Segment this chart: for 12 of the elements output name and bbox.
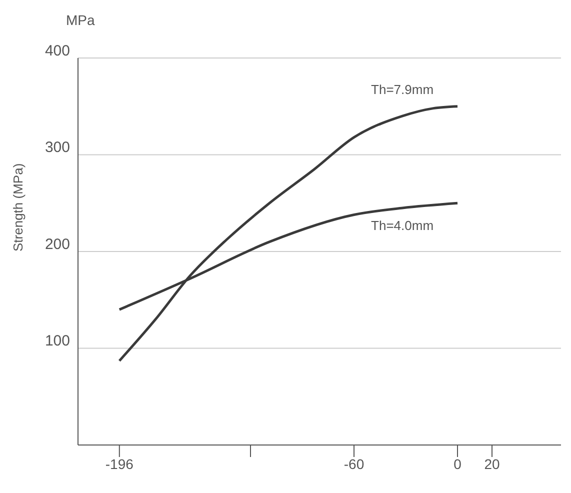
- series-label: Th=4.0mm: [371, 218, 434, 233]
- x-tick-label: 0: [454, 456, 462, 472]
- x-tick-label: -196: [105, 456, 134, 472]
- y-tick-label: 100: [44, 332, 70, 350]
- y-tick-label: 400: [44, 42, 70, 60]
- y-tick-label: 300: [44, 139, 70, 156]
- x-tick-label: -60: [344, 456, 364, 472]
- y-axis-title: Strength (MPa): [10, 163, 26, 252]
- series-label: Th=7.9mm: [371, 82, 434, 98]
- text: MPa: [66, 12, 95, 28]
- x-tick-label: 20: [484, 456, 500, 472]
- y-tick-label: 200: [44, 236, 70, 253]
